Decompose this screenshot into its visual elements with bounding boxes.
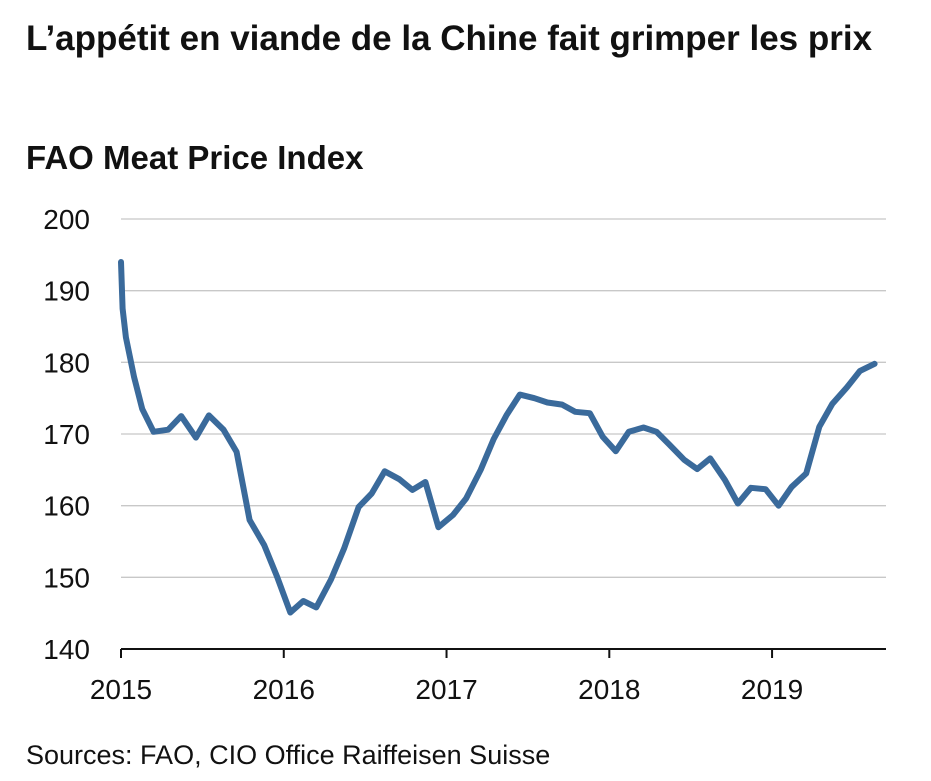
y-axis-ticks: 140 150 160 170 180 190 200 — [43, 204, 90, 665]
x-tick-label: 2019 — [741, 674, 803, 705]
y-tick-label: 200 — [43, 204, 90, 235]
y-tick-label: 170 — [43, 419, 90, 450]
x-axis-ticks: 2015 2016 2017 2018 2019 — [90, 649, 803, 705]
y-tick-label: 160 — [43, 491, 90, 522]
y-tick-label: 190 — [43, 276, 90, 307]
y-tick-label: 140 — [43, 634, 90, 665]
series-layer — [118, 259, 878, 616]
y-tick-label: 180 — [43, 347, 90, 378]
series-line — [118, 259, 878, 616]
x-tick-label: 2016 — [253, 674, 315, 705]
source-note: Sources: FAO, CIO Office Raiffeisen Suis… — [26, 740, 551, 770]
x-tick-label: 2015 — [90, 674, 152, 705]
x-tick-label: 2017 — [415, 674, 477, 705]
chart-title: L’appétit en viande de la Chine fait gri… — [26, 19, 873, 58]
grid-layer — [121, 218, 886, 578]
y-tick-label: 150 — [43, 562, 90, 593]
chart-subtitle: FAO Meat Price Index — [26, 139, 364, 176]
x-tick-label: 2018 — [578, 674, 640, 705]
